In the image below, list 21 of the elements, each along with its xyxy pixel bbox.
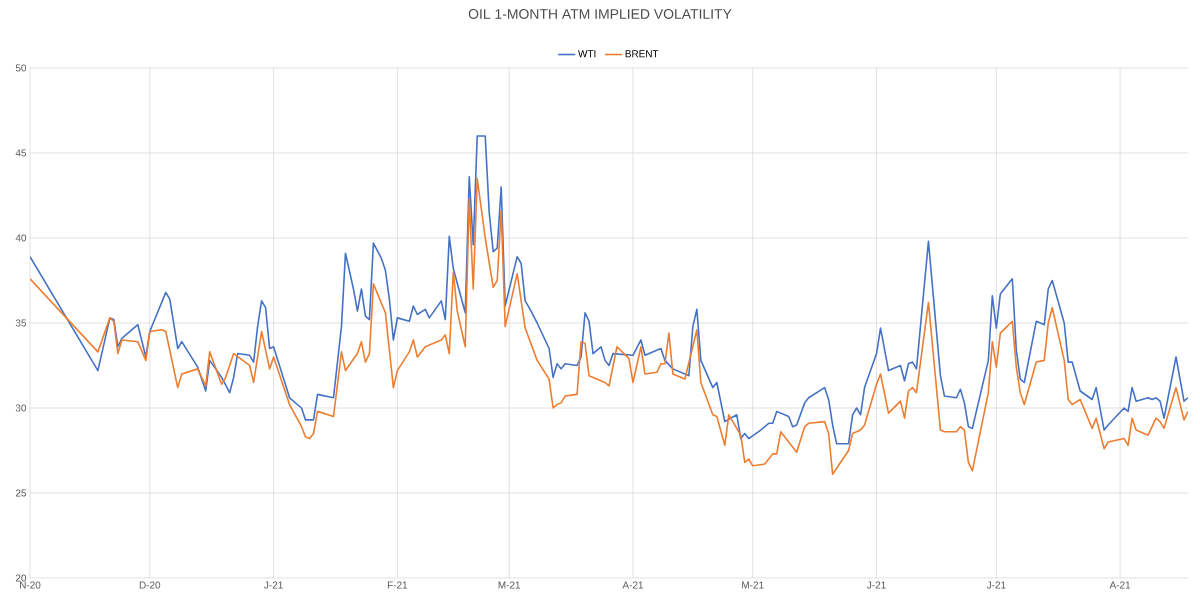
x-tick-label: M-21 xyxy=(742,581,764,589)
x-tick-label: J-21 xyxy=(867,581,886,589)
y-tick-label: 30 xyxy=(15,404,27,412)
chart-title: OIL 1-MONTH ATM IMPLIED VOLATILITY xyxy=(468,9,732,19)
line-series xyxy=(30,135,1188,445)
x-tick-label: J-21 xyxy=(264,581,283,589)
y-tick-label: 35 xyxy=(15,319,27,327)
y-tick-label: 45 xyxy=(15,149,27,157)
y-tick-label: 20 xyxy=(15,574,27,582)
x-tick-label: D-20 xyxy=(139,581,161,589)
x-tick-label: M-21 xyxy=(498,581,521,589)
legend-label: BRENT xyxy=(625,50,659,58)
y-tick-label: 40 xyxy=(15,234,27,242)
legend-label: WTI xyxy=(578,50,596,58)
x-tick-label: A-21 xyxy=(1109,581,1131,589)
x-tick-label: F-21 xyxy=(387,581,408,589)
x-tick-label: A-21 xyxy=(622,581,643,589)
x-tick-label: J-21 xyxy=(986,581,1006,589)
x-tick-label: N-20 xyxy=(20,581,41,589)
y-tick-label: 25 xyxy=(15,489,27,497)
y-tick-label: 50 xyxy=(15,64,27,72)
